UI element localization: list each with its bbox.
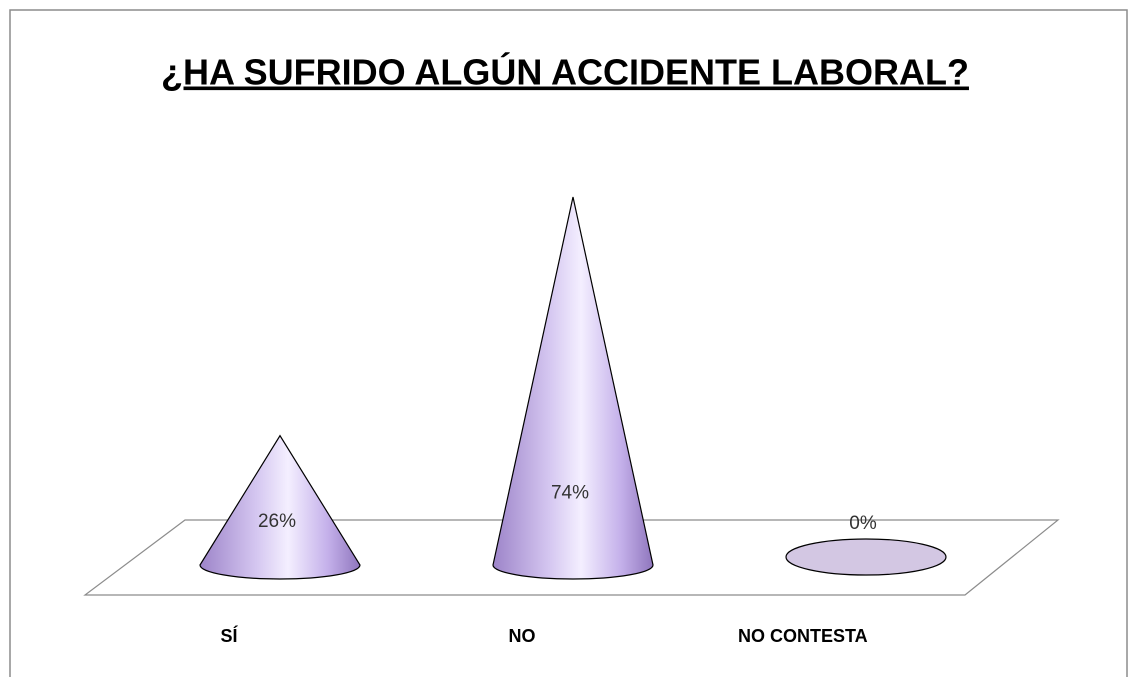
x-tick-label: NO CONTESTA [738, 626, 868, 646]
data-label: 0% [849, 513, 877, 534]
chart-title: ¿HA SUFRIDO ALGÚN ACCIDENTE LABORAL? [161, 51, 969, 93]
x-tick-label: SÍ [220, 625, 238, 646]
data-label: 26% [258, 511, 296, 532]
data-label: 74% [551, 482, 589, 503]
x-tick-label: NO [509, 626, 536, 646]
cone [492, 196, 654, 580]
cone [199, 434, 361, 580]
cone-base [785, 538, 947, 576]
